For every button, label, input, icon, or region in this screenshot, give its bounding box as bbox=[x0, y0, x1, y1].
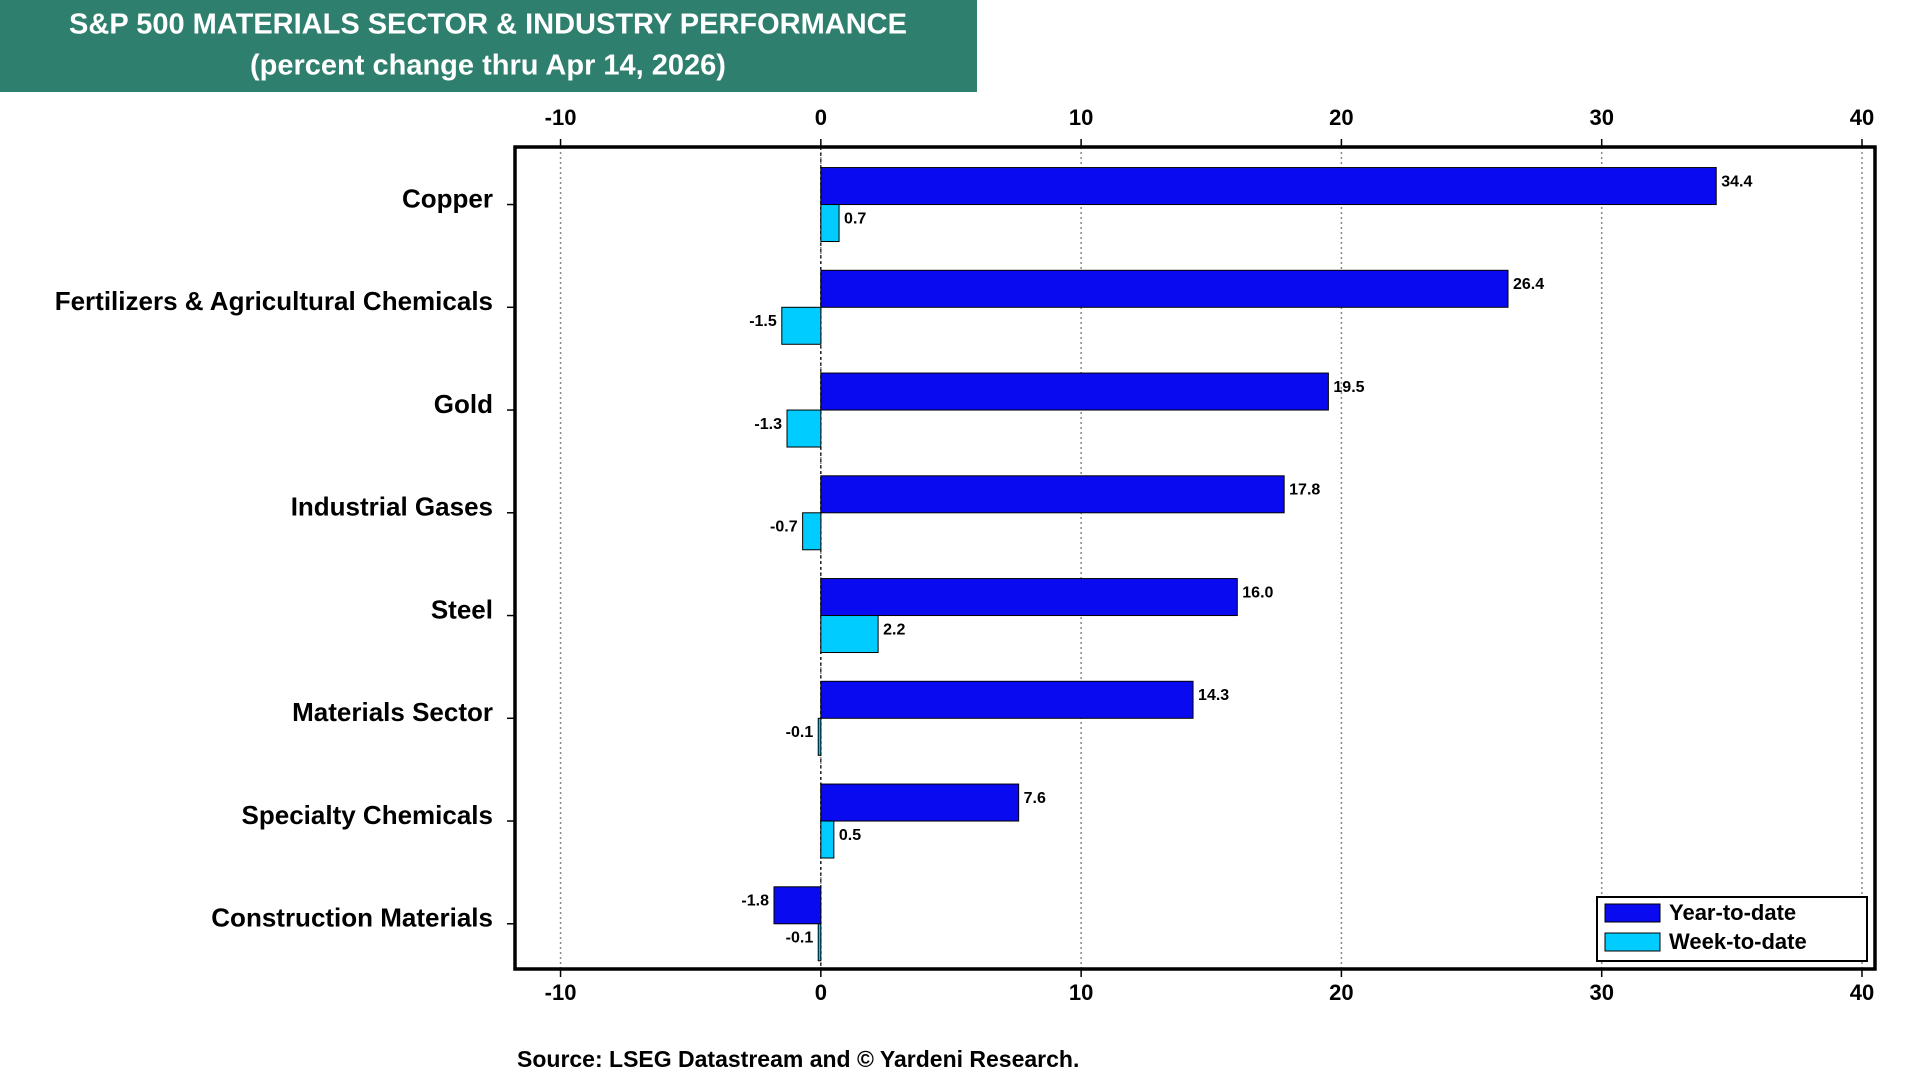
y-tick-label: Gold bbox=[434, 389, 493, 419]
data-label: 14.3 bbox=[1198, 687, 1229, 704]
data-label: -1.5 bbox=[749, 313, 777, 330]
data-label: -0.7 bbox=[770, 519, 798, 536]
legend-label: Week-to-date bbox=[1669, 929, 1807, 954]
bar bbox=[817, 923, 822, 962]
legend-swatch bbox=[1604, 903, 1661, 923]
bar bbox=[820, 204, 840, 243]
bar bbox=[820, 783, 1020, 822]
plot-frame bbox=[513, 145, 1877, 971]
data-label: 7.6 bbox=[1024, 790, 1046, 807]
x-tick-label: 30 bbox=[1589, 105, 1613, 130]
title-box bbox=[0, 0, 977, 92]
y-tick-label: Copper bbox=[402, 183, 493, 213]
bar bbox=[820, 372, 1329, 411]
data-label: 19.5 bbox=[1333, 379, 1364, 396]
data-label: 0.5 bbox=[839, 827, 861, 844]
data-label: 17.8 bbox=[1289, 482, 1320, 499]
x-tick-label: 10 bbox=[1069, 980, 1093, 1005]
data-label: -1.3 bbox=[754, 416, 782, 433]
data-label: 16.0 bbox=[1242, 584, 1273, 601]
y-tick-label: Materials Sector bbox=[292, 697, 493, 727]
bar bbox=[817, 717, 822, 756]
data-label: 2.2 bbox=[883, 621, 905, 638]
y-tick-label: Steel bbox=[431, 594, 493, 624]
chart-title: S&P 500 MATERIALS SECTOR & INDUSTRY PERF… bbox=[69, 9, 907, 41]
bar bbox=[820, 167, 1717, 206]
bar bbox=[820, 475, 1285, 514]
bar bbox=[786, 409, 822, 448]
x-tick-label: 40 bbox=[1850, 980, 1874, 1005]
x-tick-label: 20 bbox=[1329, 980, 1353, 1005]
bar bbox=[820, 269, 1509, 308]
bar bbox=[781, 306, 822, 345]
bar bbox=[820, 680, 1194, 719]
legend-label: Year-to-date bbox=[1669, 900, 1796, 925]
x-tick-label: 20 bbox=[1329, 105, 1353, 130]
x-tick-label: 0 bbox=[815, 980, 827, 1005]
bar bbox=[820, 615, 879, 654]
x-tick-label: 0 bbox=[815, 105, 827, 130]
bar bbox=[820, 578, 1238, 617]
bar bbox=[802, 512, 822, 551]
legend-swatch bbox=[1604, 932, 1661, 952]
data-label: 0.7 bbox=[844, 210, 866, 227]
chart-subtitle: (percent change thru Apr 14, 2026) bbox=[250, 50, 726, 82]
data-label: -0.1 bbox=[786, 724, 814, 741]
x-tick-label: -10 bbox=[545, 105, 577, 130]
source-note: Source: LSEG Datastream and © Yardeni Re… bbox=[517, 1046, 1079, 1072]
y-tick-label: Industrial Gases bbox=[291, 492, 493, 522]
x-tick-label: 40 bbox=[1850, 105, 1874, 130]
y-tick-label: Construction Materials bbox=[211, 903, 493, 933]
x-tick-label: 10 bbox=[1069, 105, 1093, 130]
data-label: 26.4 bbox=[1513, 276, 1544, 293]
bar bbox=[773, 886, 822, 925]
bar bbox=[820, 820, 835, 859]
y-tick-label: Specialty Chemicals bbox=[242, 800, 493, 830]
data-label: 34.4 bbox=[1721, 173, 1752, 190]
data-label: -1.8 bbox=[741, 893, 769, 910]
data-label: -0.1 bbox=[786, 930, 814, 947]
x-tick-label: 30 bbox=[1589, 980, 1613, 1005]
x-tick-label: -10 bbox=[545, 980, 577, 1005]
y-tick-label: Fertilizers & Agricultural Chemicals bbox=[55, 286, 493, 316]
